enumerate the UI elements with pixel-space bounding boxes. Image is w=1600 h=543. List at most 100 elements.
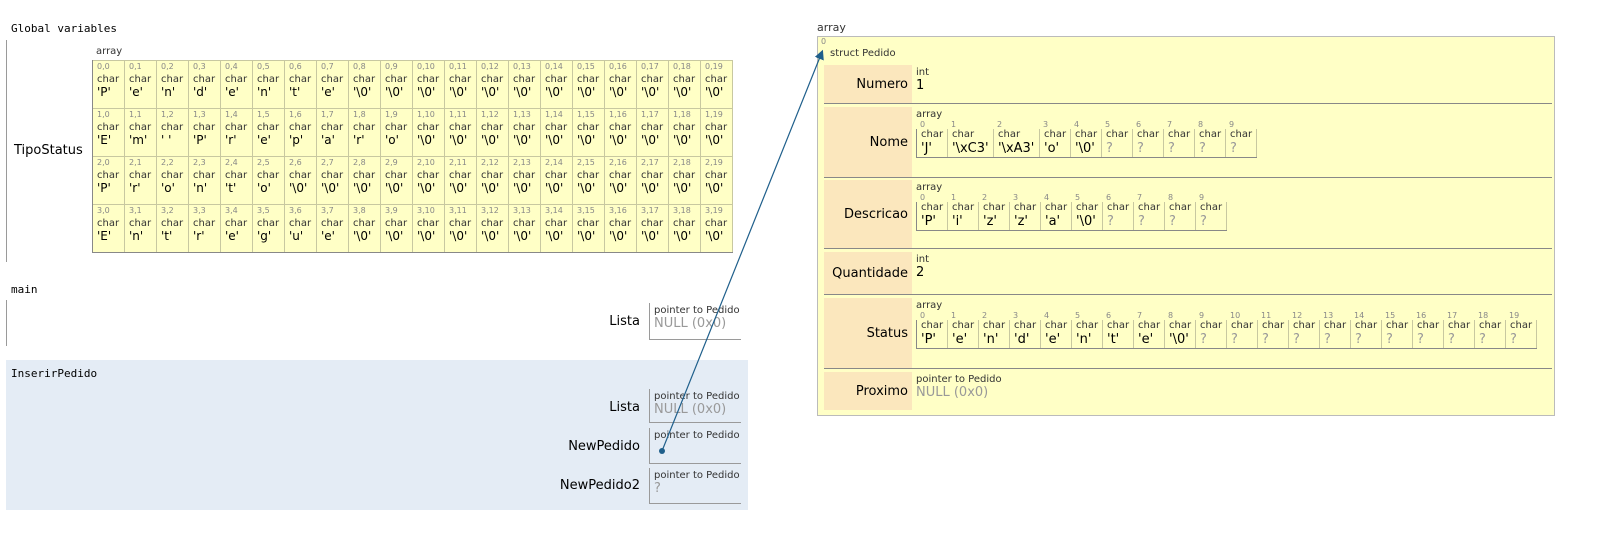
cell-index: 2,11 xyxy=(449,158,467,167)
pointer-value: NULL (0x0) xyxy=(916,385,989,400)
array-cell: 3,5 char'g' xyxy=(253,204,285,252)
var-name-newpedido2: NewPedido2 xyxy=(559,478,640,493)
cell-value: ? xyxy=(1169,214,1176,229)
cell-type: char xyxy=(1448,320,1471,331)
cell-value: 'n' xyxy=(193,180,208,195)
cell-value: 'J' xyxy=(921,141,932,156)
cell-type: char xyxy=(952,202,975,213)
cell-type: char xyxy=(577,218,600,229)
cell-value: 'o' xyxy=(385,132,399,147)
cell-value: 'n' xyxy=(161,84,176,99)
cell-index: 0 xyxy=(920,311,926,320)
pointer-value: NULL (0x0) xyxy=(654,402,727,417)
cell-index: 3,1 xyxy=(129,206,142,215)
cell-type: char xyxy=(1107,202,1130,213)
array-cell: char'e' xyxy=(948,320,979,348)
cell-index: 16 xyxy=(1416,311,1427,320)
cell-value: 'e' xyxy=(952,332,968,347)
field-proximo: Proximo pointer to Pedido NULL (0x0) xyxy=(824,372,1552,410)
array-cell: 0,1 char'e' xyxy=(125,60,157,108)
cell-value: '\0' xyxy=(673,228,692,243)
cell-value: '\0' xyxy=(353,84,372,99)
cell-index: 0,8 xyxy=(353,62,366,71)
cell-type: char xyxy=(1106,129,1129,140)
cell-index: 9 xyxy=(1199,311,1205,320)
array-cell: 3,16 char '\0' xyxy=(605,204,637,252)
cell-value: '\0' xyxy=(513,132,532,147)
array-cell: char? xyxy=(1506,320,1537,348)
array-cell: char? xyxy=(1165,202,1196,230)
cell-type: char xyxy=(289,122,312,133)
cell-value: '\0' xyxy=(513,84,532,99)
array-cell: 0,3 char'd' xyxy=(189,60,221,108)
array-cell: 2,17 char '\0' xyxy=(637,156,669,204)
cell-value: ? xyxy=(1106,141,1113,156)
cell-value: '\0' xyxy=(673,180,692,195)
array-cell: char? xyxy=(1320,320,1351,348)
array-cell: 1,2 char ' ' xyxy=(157,108,189,156)
cell-type: char xyxy=(513,74,536,85)
cell-value: 'd' xyxy=(193,84,208,99)
array-cell: 0,10 char '\0' xyxy=(413,60,445,108)
field-value-proximo: pointer to Pedido NULL (0x0) xyxy=(916,374,1002,400)
cell-value: '\0' xyxy=(609,180,628,195)
array-cell: 2,10 char '\0' xyxy=(413,156,445,204)
cell-type: char xyxy=(952,129,975,140)
cell-value: '\0' xyxy=(385,228,404,243)
cell-type: char xyxy=(129,122,152,133)
newpedido-value: pointer to Pedido xyxy=(649,428,741,464)
cell-type: char xyxy=(921,129,944,140)
cell-value: 'a' xyxy=(1045,214,1061,229)
cell-value: ? xyxy=(1417,332,1424,347)
cell-value: 'P' xyxy=(97,180,111,195)
array-cell: 1,14 char '\0' xyxy=(541,108,573,156)
cell-index: 3,2 xyxy=(161,206,174,215)
cell-type: char xyxy=(257,122,280,133)
cell-index: 3,3 xyxy=(193,206,206,215)
cell-index: 2,0 xyxy=(97,158,110,167)
cell-index: 3,16 xyxy=(609,206,627,215)
array-cell: char? xyxy=(1382,320,1413,348)
cell-value: '\0' xyxy=(577,228,596,243)
cell-index: 9 xyxy=(1229,120,1235,129)
array-cell: 0,7 char'e' xyxy=(317,60,349,108)
cell-type: char xyxy=(609,122,632,133)
array-cell: 3,4 char'e' xyxy=(221,204,253,252)
array-cell: 3,10 char '\0' xyxy=(413,204,445,252)
cell-value: '\0' xyxy=(417,132,436,147)
cell-type: char xyxy=(1231,320,1254,331)
cell-index: 7 xyxy=(1167,120,1173,129)
cell-value: 'n' xyxy=(983,332,999,347)
array-cell: char 'J' xyxy=(917,129,948,157)
cell-index: 1,15 xyxy=(577,110,595,119)
array-cell: 1,5 char'e' xyxy=(253,108,285,156)
cell-value: '\0' xyxy=(545,84,564,99)
cell-value: '\0' xyxy=(449,132,468,147)
cell-index: 1,12 xyxy=(481,110,499,119)
cell-value: '\0' xyxy=(449,180,468,195)
array-cell: char'o' xyxy=(1040,129,1071,157)
cell-type: char xyxy=(225,170,248,181)
array-cell: 1,16 char '\0' xyxy=(605,108,637,156)
cell-type: char xyxy=(417,170,440,181)
cell-value: '\0' xyxy=(481,228,500,243)
status-char-array: char 'P' char'e' char'n' char'd' char'e' char '… xyxy=(916,320,1537,349)
cell-value: 'u' xyxy=(289,228,304,243)
array-cell: 3,13 char '\0' xyxy=(509,204,541,252)
cell-type: char xyxy=(1076,202,1099,213)
cell-type: char xyxy=(225,74,248,85)
array-cell: 2,13 char '\0' xyxy=(509,156,541,204)
cell-value: 'e' xyxy=(321,84,335,99)
global-frame-title: Global variables xyxy=(11,22,117,35)
field-value-quantidade: int 2 xyxy=(916,254,929,280)
cell-type: char xyxy=(161,74,184,85)
cell-value: 'p' xyxy=(289,132,304,147)
cell-value: 't' xyxy=(225,180,237,195)
cell-type: char xyxy=(321,122,344,133)
cell-index: 18 xyxy=(1478,311,1489,320)
cell-value: ? xyxy=(1324,332,1331,347)
cell-type: char xyxy=(1045,320,1068,331)
cell-type: char xyxy=(673,170,696,181)
cell-type: char xyxy=(609,74,632,85)
